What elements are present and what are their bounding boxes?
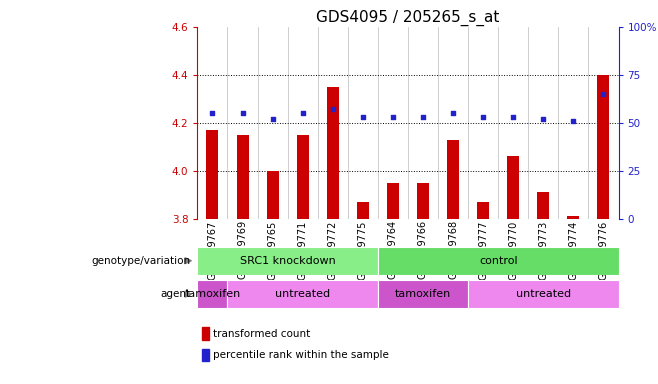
Text: percentile rank within the sample: percentile rank within the sample	[213, 350, 390, 360]
Point	[568, 118, 578, 124]
Bar	[468, 280, 619, 308]
Bar	[297, 135, 309, 219]
Bar	[417, 183, 429, 219]
Bar	[477, 202, 489, 219]
Bar	[266, 171, 278, 219]
Bar	[567, 217, 580, 219]
Point	[598, 91, 609, 97]
Bar	[327, 87, 339, 219]
Bar	[378, 247, 619, 275]
Bar	[357, 202, 369, 219]
Point	[508, 114, 519, 120]
Point	[478, 114, 488, 120]
Bar	[378, 280, 468, 308]
Bar	[507, 157, 519, 219]
Bar	[597, 75, 609, 219]
Bar	[197, 280, 228, 308]
Bar	[447, 140, 459, 219]
Text: tamoxifen: tamoxifen	[184, 289, 241, 299]
Bar	[538, 192, 549, 219]
Text: SRC1 knockdown: SRC1 knockdown	[240, 256, 336, 266]
Bar	[201, 327, 209, 340]
Point	[418, 114, 428, 120]
Point	[267, 116, 278, 122]
Point	[238, 110, 248, 116]
Text: tamoxifen: tamoxifen	[395, 289, 451, 299]
Point	[357, 114, 368, 120]
Point	[297, 110, 308, 116]
Point	[448, 110, 459, 116]
Text: untreated: untreated	[275, 289, 330, 299]
Point	[538, 116, 549, 122]
Bar	[201, 349, 209, 361]
Text: transformed count: transformed count	[213, 329, 311, 339]
Text: untreated: untreated	[516, 289, 571, 299]
Bar	[236, 135, 249, 219]
Text: control: control	[479, 256, 517, 266]
Title: GDS4095 / 205265_s_at: GDS4095 / 205265_s_at	[316, 9, 499, 25]
Point	[207, 110, 218, 116]
Text: genotype/variation: genotype/variation	[91, 256, 191, 266]
Bar	[387, 183, 399, 219]
Point	[388, 114, 398, 120]
Bar	[228, 280, 378, 308]
Point	[328, 106, 338, 113]
Bar	[197, 247, 378, 275]
Bar	[207, 130, 218, 219]
Text: agent: agent	[161, 289, 191, 299]
